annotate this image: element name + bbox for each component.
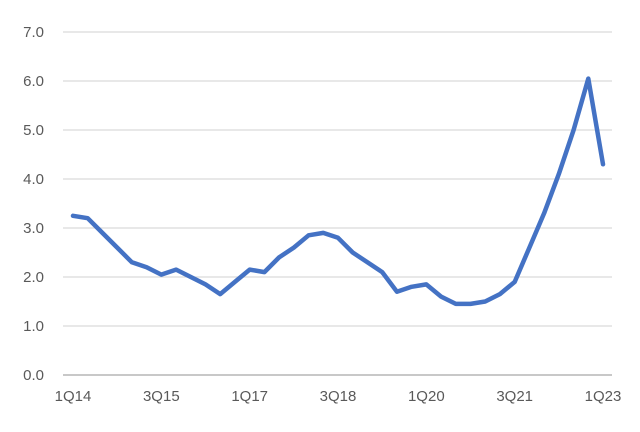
y-tick-label: 4.0	[23, 171, 44, 188]
y-tick-label: 5.0	[23, 122, 44, 139]
x-tick-label: 1Q20	[408, 388, 445, 405]
x-tick-label: 3Q21	[496, 388, 533, 405]
x-tick-label: 1Q17	[231, 388, 268, 405]
x-tick-label: 3Q18	[320, 388, 357, 405]
x-tick-label: 1Q23	[585, 388, 622, 405]
y-tick-label: 3.0	[23, 220, 44, 237]
x-tick-label: 1Q14	[55, 388, 92, 405]
data-series-line	[70, 76, 606, 307]
y-tick-label: 0.0	[23, 367, 44, 384]
y-tick-label: 1.0	[23, 318, 44, 335]
y-tick-label: 6.0	[23, 73, 44, 90]
x-tick-label: 3Q15	[143, 388, 180, 405]
y-tick-label: 7.0	[23, 24, 44, 41]
y-tick-label: 2.0	[23, 269, 44, 286]
